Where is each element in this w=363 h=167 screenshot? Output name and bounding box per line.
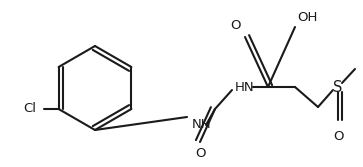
Text: HN: HN	[235, 80, 254, 94]
Text: O: O	[333, 130, 343, 143]
Text: NH: NH	[192, 119, 212, 131]
Text: O: O	[231, 19, 241, 32]
Text: OH: OH	[297, 11, 317, 24]
Text: S: S	[333, 79, 343, 95]
Text: Cl: Cl	[24, 103, 37, 116]
Text: O: O	[195, 147, 205, 160]
